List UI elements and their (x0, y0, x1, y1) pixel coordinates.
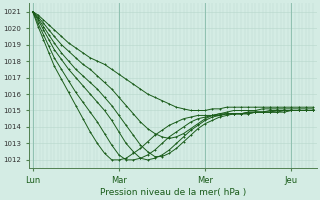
X-axis label: Pression niveau de la mer( hPa ): Pression niveau de la mer( hPa ) (100, 188, 246, 197)
